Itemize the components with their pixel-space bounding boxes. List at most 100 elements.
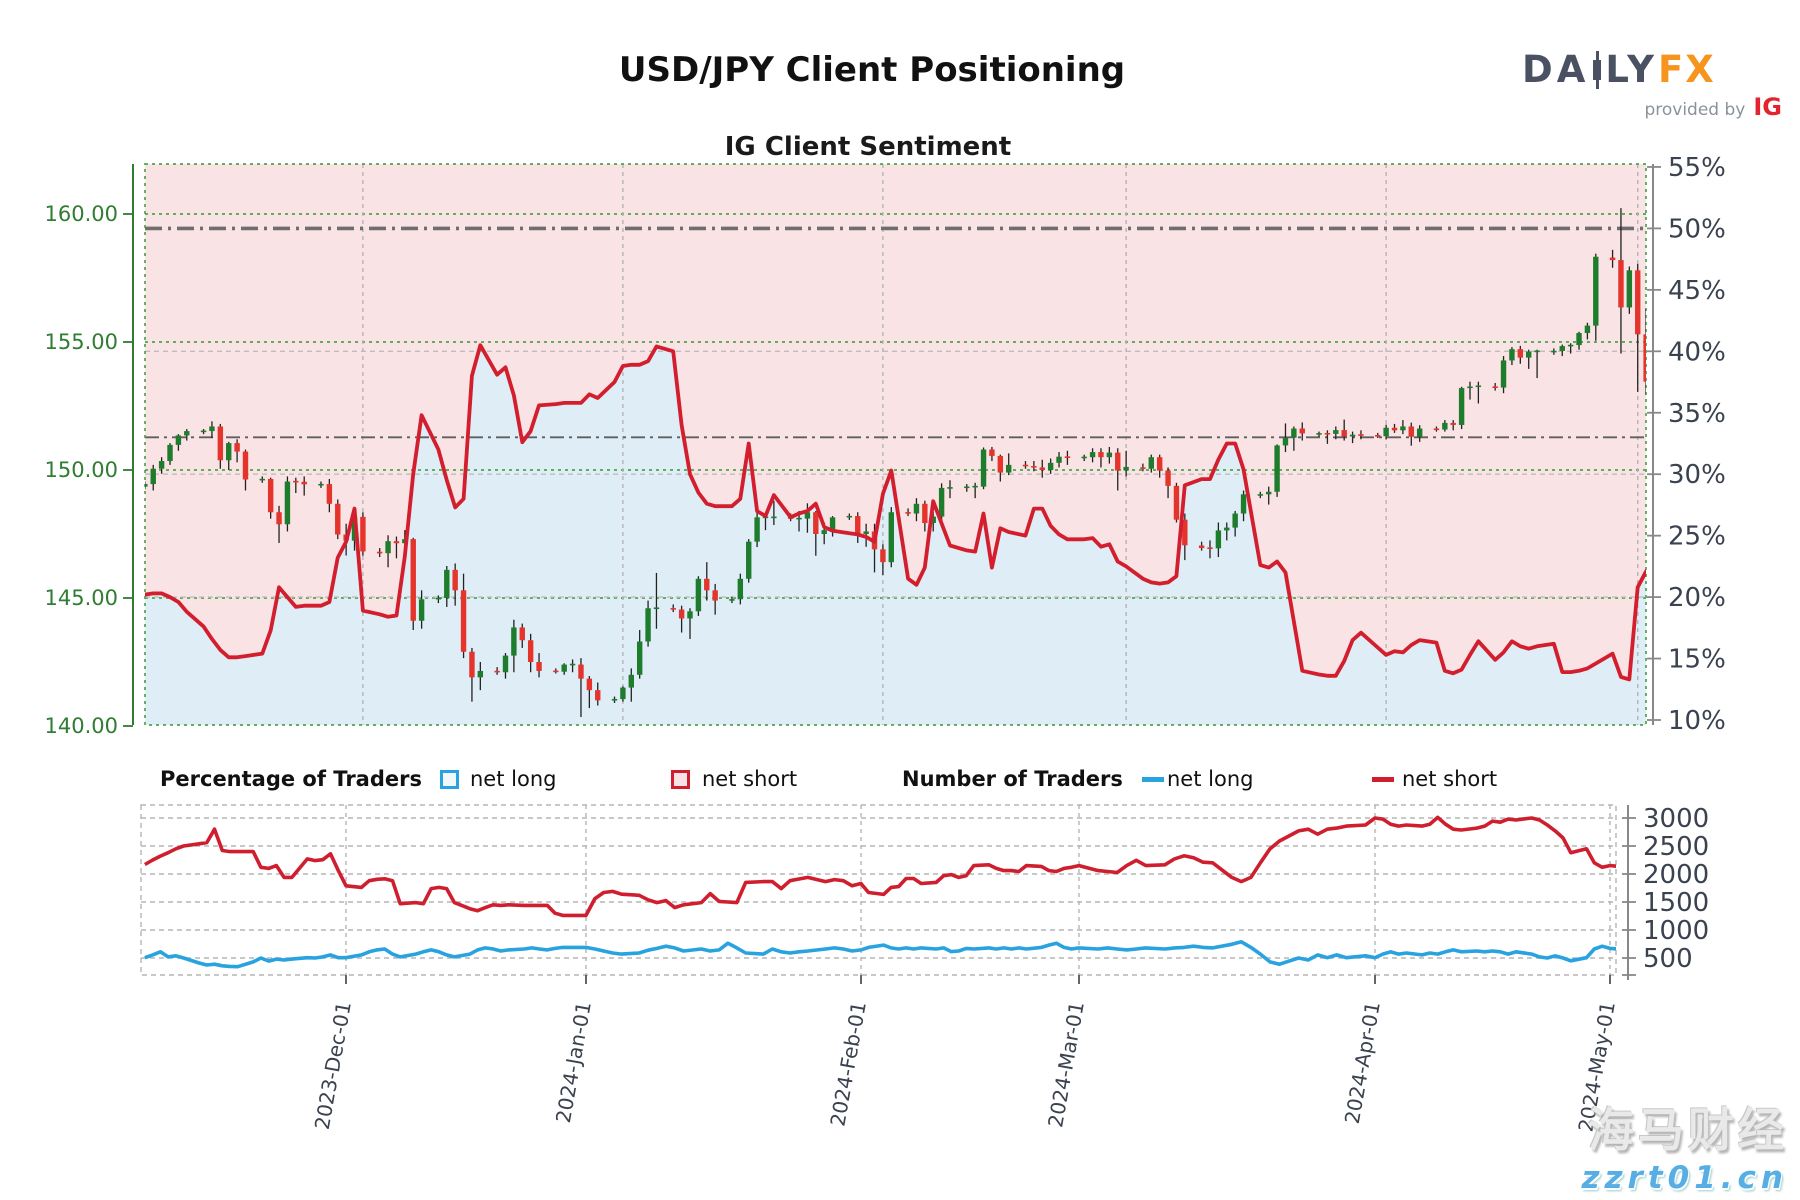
candle-down	[1609, 257, 1616, 261]
main-chart: 160.00 155.00 150.00 145.00 140.00 55% 50% 45% 4…	[45, 153, 1726, 738]
candle-up	[771, 516, 777, 519]
legend: Percentage of Traders net long net short…	[0, 762, 1800, 796]
candle-down	[1140, 467, 1146, 469]
candle-up	[200, 430, 207, 433]
candle-down	[678, 609, 685, 619]
candle-up	[1383, 427, 1389, 437]
price-tick-label: 160.00	[45, 202, 118, 226]
candle-up	[1215, 530, 1222, 549]
date-tick-label: 2024-Mar-01	[1043, 1000, 1089, 1129]
pct-tick-label: 10%	[1668, 706, 1726, 736]
candle-up	[158, 461, 165, 469]
pct-tick-label: 20%	[1668, 583, 1726, 613]
pct-tick-label: 45%	[1668, 276, 1726, 306]
candle-up	[645, 608, 651, 642]
legend-pct-short-swatch	[671, 762, 690, 796]
candle-up	[1232, 513, 1238, 528]
candle-down	[578, 664, 584, 679]
candle-up	[1442, 422, 1448, 430]
candle-down	[1391, 427, 1398, 431]
net-short-count-line	[144, 815, 1616, 918]
candle-up	[1266, 491, 1272, 495]
candle-down	[1433, 428, 1440, 431]
candle-up	[150, 468, 156, 485]
count-tick-label: 2000	[1643, 860, 1709, 890]
candle-down	[1341, 430, 1347, 437]
candle-up	[1123, 466, 1129, 471]
count-tick-label: 2500	[1643, 832, 1709, 862]
candle-down	[360, 516, 366, 552]
pct-tick-label: 50%	[1668, 214, 1726, 244]
candle-up	[184, 431, 190, 436]
candle-up	[796, 517, 802, 520]
candle-down	[595, 690, 601, 701]
net-long-count-line	[144, 939, 1616, 969]
candle-up	[385, 541, 391, 554]
main-axes: 160.00 155.00 150.00 145.00 140.00 55% 50% 45% 4…	[45, 153, 1726, 738]
candle-down	[301, 481, 307, 485]
candle-down	[880, 549, 886, 563]
candle-up	[1576, 333, 1582, 346]
price-tick-label: 155.00	[45, 330, 118, 354]
candle-up	[754, 517, 760, 542]
candle-up	[972, 485, 978, 488]
candle-up	[863, 531, 869, 534]
candle-up	[1416, 428, 1423, 437]
candle-down	[410, 539, 416, 621]
candles	[145, 208, 1646, 718]
candle-down	[1299, 428, 1305, 434]
candle-up	[964, 486, 970, 489]
lower-plot-border	[140, 804, 1617, 976]
candle-down	[1618, 260, 1624, 308]
candle-up	[729, 599, 735, 601]
candle-up	[226, 443, 232, 461]
candle-down	[293, 480, 299, 483]
candle-down	[527, 640, 534, 662]
candle-down	[1207, 547, 1213, 550]
candle-down	[376, 551, 383, 554]
candle-up	[444, 569, 450, 598]
candle-up	[1400, 426, 1406, 431]
candle-down	[276, 512, 282, 525]
candle-down	[494, 670, 500, 673]
legend-num-short-swatch	[1372, 762, 1394, 796]
candle-down	[1517, 349, 1524, 358]
candle-up	[1106, 452, 1113, 458]
candle-down	[1182, 519, 1188, 546]
candle-up	[737, 578, 744, 600]
candle-up	[930, 516, 936, 523]
candle-up	[1282, 437, 1289, 446]
pct-tick-label: 15%	[1668, 645, 1726, 675]
candle-down	[393, 541, 400, 544]
candle-down	[1375, 435, 1381, 437]
main-plot-border	[144, 163, 1647, 726]
candle-up	[1148, 457, 1154, 469]
candle-down	[1492, 386, 1498, 388]
date-tick-label: 2023-Dec-01	[310, 1000, 356, 1132]
candle-up	[1509, 349, 1515, 361]
candle-down	[1156, 457, 1163, 471]
pct-tick-label: 30%	[1668, 460, 1726, 490]
count-tick-label: 1500	[1643, 888, 1709, 918]
candle-down	[242, 451, 249, 480]
candle-up	[1274, 445, 1280, 492]
candle-down	[1098, 452, 1104, 458]
candle-down	[704, 578, 710, 591]
legend-num-long-swatch	[1142, 762, 1164, 796]
legend-pct-long-label: net long	[470, 767, 557, 791]
candle-down	[1635, 270, 1641, 335]
candle-down	[234, 443, 240, 452]
candle-up	[1047, 462, 1054, 470]
candle-up	[1584, 325, 1591, 334]
date-tick-label: 2024-Jan-01	[551, 1000, 596, 1125]
candle-down	[519, 627, 525, 641]
candle-up	[1467, 386, 1473, 389]
watermark-line1: 海马财经	[1588, 1103, 1788, 1157]
candle-up	[846, 515, 853, 518]
candle-down	[267, 478, 274, 513]
count-tick-label: 500	[1643, 944, 1693, 974]
candle-up	[318, 483, 324, 486]
candle-up	[1257, 494, 1264, 496]
candle-up	[1475, 385, 1482, 388]
